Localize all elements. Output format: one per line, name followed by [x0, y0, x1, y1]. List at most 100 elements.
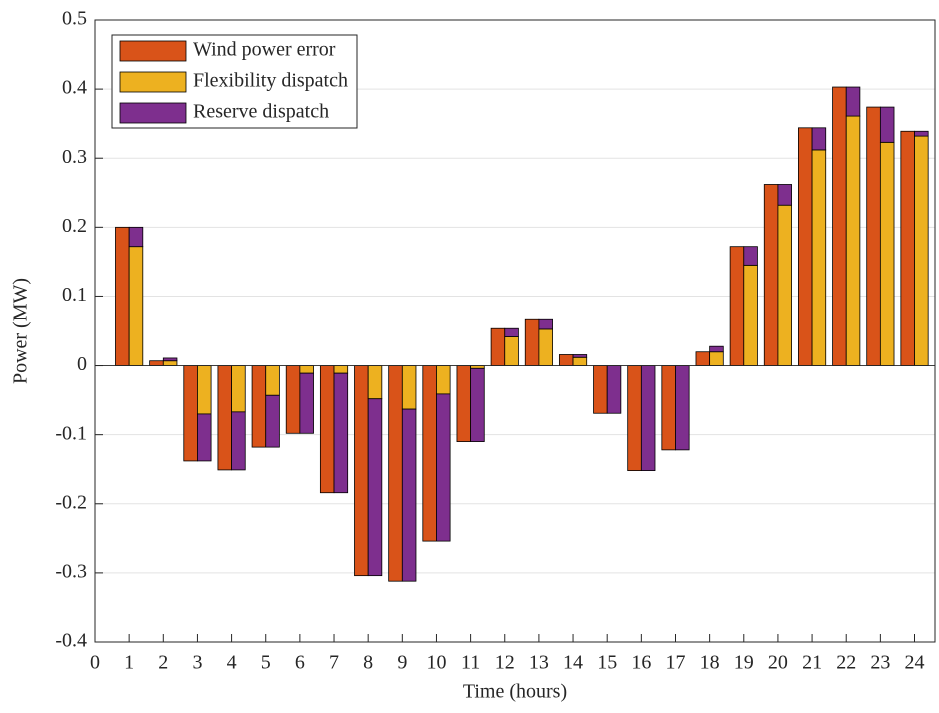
bar [367, 365, 383, 400]
y-tick-label: 0.3 [62, 146, 87, 168]
x-tick-label: 3 [192, 652, 202, 674]
bar [149, 360, 164, 366]
bar [845, 86, 861, 117]
bar [231, 365, 246, 413]
y-tick-label: -0.3 [55, 560, 87, 582]
x-tick-label: 7 [329, 652, 339, 674]
x-tick-label: 2 [158, 652, 168, 674]
bar [128, 226, 144, 248]
bar [879, 141, 895, 366]
plot-frame [94, 19, 936, 643]
y-tick-label: -0.1 [55, 422, 87, 444]
bar [558, 354, 574, 366]
x-tick-label: 0 [90, 652, 100, 674]
bar [333, 365, 349, 374]
legend-label: Wind power error [193, 39, 336, 61]
bar [572, 354, 588, 358]
y-tick-label: 0 [77, 353, 87, 375]
bar [504, 327, 519, 337]
x-tick-label: 5 [261, 652, 271, 674]
bar [845, 115, 861, 366]
x-tick-label: 16 [631, 652, 651, 674]
x-tick-label: 13 [529, 652, 549, 674]
x-tick-label: 17 [665, 652, 685, 674]
bar [675, 365, 690, 451]
x-tick-label: 1 [124, 652, 134, 674]
bar [538, 328, 553, 366]
bar [538, 318, 553, 330]
bar [504, 336, 519, 366]
bar [299, 365, 314, 374]
bar [401, 365, 417, 410]
bar [832, 86, 847, 366]
x-tick-label: 8 [363, 652, 373, 674]
y-tick-label: 0.2 [62, 215, 87, 237]
bar [115, 226, 130, 366]
x-tick-label: 10 [426, 652, 446, 674]
bar [299, 372, 314, 434]
x-tick-label: 21 [802, 652, 822, 674]
x-tick-label: 11 [461, 652, 480, 674]
bar [866, 106, 881, 366]
legend-swatch [119, 102, 187, 124]
bar [743, 246, 758, 266]
bar [524, 318, 540, 366]
bar [798, 127, 813, 366]
bar [162, 360, 178, 366]
x-axis-label: Time (hours) [463, 681, 567, 703]
bar [593, 365, 608, 414]
bar [422, 365, 437, 542]
bar [251, 365, 267, 448]
bar [388, 365, 403, 582]
bar [627, 365, 642, 472]
bar [811, 127, 827, 151]
bar [197, 365, 212, 415]
x-tick-label: 24 [905, 652, 925, 674]
bar [729, 246, 745, 366]
bar [811, 149, 827, 366]
bar [763, 184, 779, 366]
bar [879, 106, 895, 143]
bar [183, 365, 198, 462]
bar [572, 356, 588, 366]
bar [777, 184, 792, 206]
bar [777, 204, 792, 366]
x-tick-label: 9 [397, 652, 407, 674]
bar [709, 351, 724, 366]
bar [285, 365, 301, 434]
y-tick-label: 0.5 [62, 8, 87, 30]
bar [743, 264, 758, 366]
y-axis-label: Power (MW) [10, 278, 32, 384]
bar [914, 130, 929, 137]
bar [354, 365, 369, 577]
y-tick-label: -0.4 [55, 630, 87, 652]
x-tick-label: 19 [734, 652, 754, 674]
y-tick-label: 0.1 [62, 284, 87, 306]
x-tick-label: 12 [495, 652, 515, 674]
bar [900, 130, 915, 366]
legend-label: Reserve dispatch [193, 101, 329, 123]
bar [265, 365, 280, 396]
bar [606, 365, 622, 414]
bar [265, 394, 280, 448]
bar [401, 408, 417, 582]
x-tick-label: 18 [700, 652, 720, 674]
bar [640, 365, 656, 472]
x-tick-label: 14 [563, 652, 583, 674]
bar [914, 135, 929, 366]
x-tick-label: 4 [227, 652, 237, 674]
bar [456, 365, 472, 442]
bar [217, 365, 232, 471]
bar [333, 372, 349, 494]
bar [231, 411, 246, 471]
bar [695, 351, 711, 366]
bar [490, 327, 506, 366]
legend-label: Flexibility dispatch [193, 70, 348, 92]
bar [128, 246, 144, 366]
bar [661, 365, 676, 451]
bar [470, 365, 485, 369]
y-tick-label: -0.2 [55, 491, 87, 513]
x-tick-label: 22 [836, 652, 856, 674]
